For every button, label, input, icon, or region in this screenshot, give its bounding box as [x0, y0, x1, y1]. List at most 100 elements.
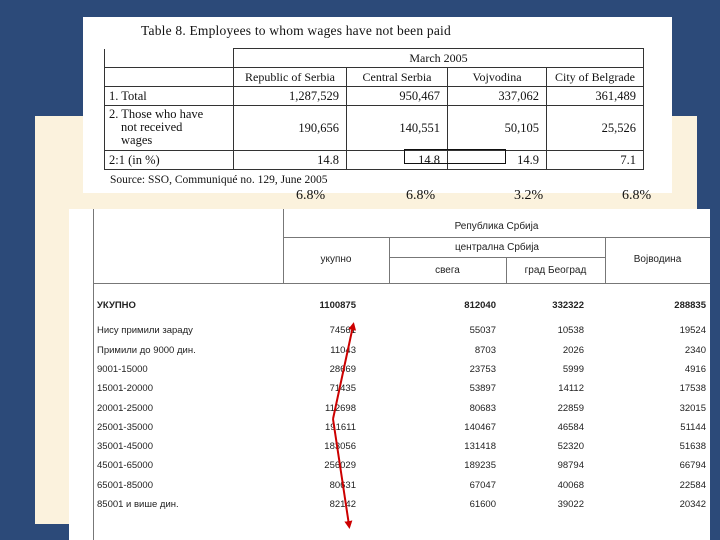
table-cell: 40068 — [557, 479, 584, 491]
grid-line — [605, 237, 606, 283]
table-cell: 189235 — [464, 460, 496, 472]
cell: 14.9 — [447, 149, 547, 170]
table-cell: 191611 — [325, 421, 356, 433]
row-label-line: wages — [121, 133, 153, 147]
table-cell: 10538 — [557, 325, 584, 337]
table-cell: 55037 — [469, 325, 496, 337]
grid-line — [283, 237, 710, 238]
table-row: 2. Those who have not received wages 190… — [104, 104, 644, 151]
row-label: Примили до 9000 дин. — [97, 344, 196, 356]
table-cell: 20342 — [679, 499, 706, 510]
table-cell: 39022 — [557, 499, 584, 510]
col-header: Central Serbia — [346, 66, 448, 87]
table-cell: 82142 — [329, 499, 356, 510]
table-cell: 98794 — [557, 460, 584, 472]
header-beograd: град Београд — [524, 265, 587, 276]
row-label: 20001-25000 — [97, 402, 153, 414]
cell: 950,467 — [346, 85, 448, 106]
row-label: УКУПНО — [97, 300, 136, 311]
cell: 7.1 — [546, 149, 644, 170]
table-cell: 23753 — [469, 363, 496, 375]
row-label: 15001-20000 — [97, 383, 153, 395]
table-cell: 71435 — [329, 383, 356, 395]
row-label: 45001-65000 — [97, 460, 153, 472]
table-cell: 51144 — [680, 421, 706, 433]
table-cell: 140467 — [464, 421, 496, 433]
wages-table: March 2005 Republic of Serbia Central Se… — [104, 48, 644, 170]
table-cell: 51638 — [679, 441, 706, 453]
row-label-line: not received — [121, 120, 183, 134]
table-cell: 2026 — [562, 344, 584, 356]
table-cell: 1100875 — [319, 300, 356, 311]
table-cell: 19524 — [679, 325, 706, 337]
table-cell: 22859 — [557, 402, 584, 414]
arrow-up — [332, 322, 357, 420]
row-label: 25001-35000 — [97, 421, 153, 433]
header-vojvodina: Војводина — [633, 254, 682, 265]
table-cell: 53897 — [469, 383, 496, 395]
grid-line — [389, 237, 390, 283]
table-title: Table 8. Employees to whom wages have no… — [141, 23, 451, 38]
row-label: 35001-45000 — [97, 441, 153, 453]
table-cell: 112698 — [325, 402, 356, 414]
table-8-panel: Table 8. Employees to whom wages have no… — [83, 17, 672, 193]
grid-line — [93, 209, 94, 540]
row-label: 1. Total — [104, 85, 234, 106]
cell: 1,287,529 — [233, 85, 347, 106]
percentage-label: 6.8% — [622, 188, 652, 203]
table-cell: 8703 — [474, 344, 496, 356]
percentage-label: 6.8% — [296, 188, 326, 203]
percentage-label: 6.8% — [406, 188, 436, 203]
table-cell: 4916 — [684, 363, 706, 375]
cell: 361,489 — [546, 85, 644, 106]
source-note: Source: SSO, Communiqué no. 129, June 20… — [110, 174, 328, 186]
header-central-serbia: централна Србија — [455, 242, 539, 253]
table-row: 2:1 (in %) 14.8 14.8 14.9 7.1 — [104, 149, 644, 170]
table-cell: 17538 — [679, 383, 706, 395]
table-cell: 52320 — [557, 441, 584, 453]
percentage-label: 3.2% — [514, 188, 544, 203]
cell: 14.8 — [233, 149, 347, 170]
col-header: Vojvodina — [447, 66, 547, 87]
cell: 25,526 — [546, 104, 644, 151]
row-label: 65001-85000 — [97, 479, 153, 491]
table-cell: 61600 — [469, 499, 496, 510]
table-cell: 14112 — [558, 383, 584, 395]
table-cell: 183056 — [324, 441, 356, 453]
table-cell: 22584 — [679, 479, 706, 491]
col-header: City of Belgrade — [546, 66, 644, 87]
row-label: 2. Those who have not received wages — [104, 104, 234, 151]
highlight-box — [404, 149, 506, 164]
grid-line — [283, 209, 284, 283]
grid-line — [93, 283, 710, 284]
cell: 337,062 — [447, 85, 547, 106]
table-cell: 74561 — [329, 325, 356, 337]
row-label: 2:1 (in %) — [104, 149, 234, 170]
table-cell: 80683 — [469, 402, 496, 414]
table-cell: 288835 — [674, 300, 706, 311]
col-header: Republic of Serbia — [233, 66, 347, 87]
table-cell: 32015 — [679, 402, 706, 414]
table-cell: 5999 — [562, 363, 584, 375]
table-cell: 812040 — [464, 300, 496, 311]
arrow-down — [332, 418, 353, 529]
header-republika: Република Србија — [454, 221, 539, 232]
table-cell: 332322 — [552, 300, 584, 311]
serbian-wages-table: Република Србија укупно централна Србија… — [69, 209, 710, 540]
header-svega: свега — [435, 265, 460, 276]
header-ukupno: укупно — [320, 254, 352, 265]
row-label: Нису примили зараду — [97, 325, 193, 337]
table-cell: 11043 — [330, 344, 356, 356]
table-cell: 131418 — [464, 441, 496, 453]
annotation-arrows — [332, 322, 357, 529]
grid-line — [389, 257, 605, 258]
period-header: March 2005 — [233, 48, 644, 68]
table-cell: 67047 — [469, 479, 496, 491]
row-label-line: 2. Those who have — [109, 107, 204, 121]
cell: 50,105 — [447, 104, 547, 151]
table-cell: 46584 — [557, 421, 584, 433]
row-label: 9001-15000 — [97, 363, 148, 375]
cell: 140,551 — [346, 104, 448, 151]
table-cell: 66794 — [679, 460, 706, 472]
cell: 190,656 — [233, 104, 347, 151]
